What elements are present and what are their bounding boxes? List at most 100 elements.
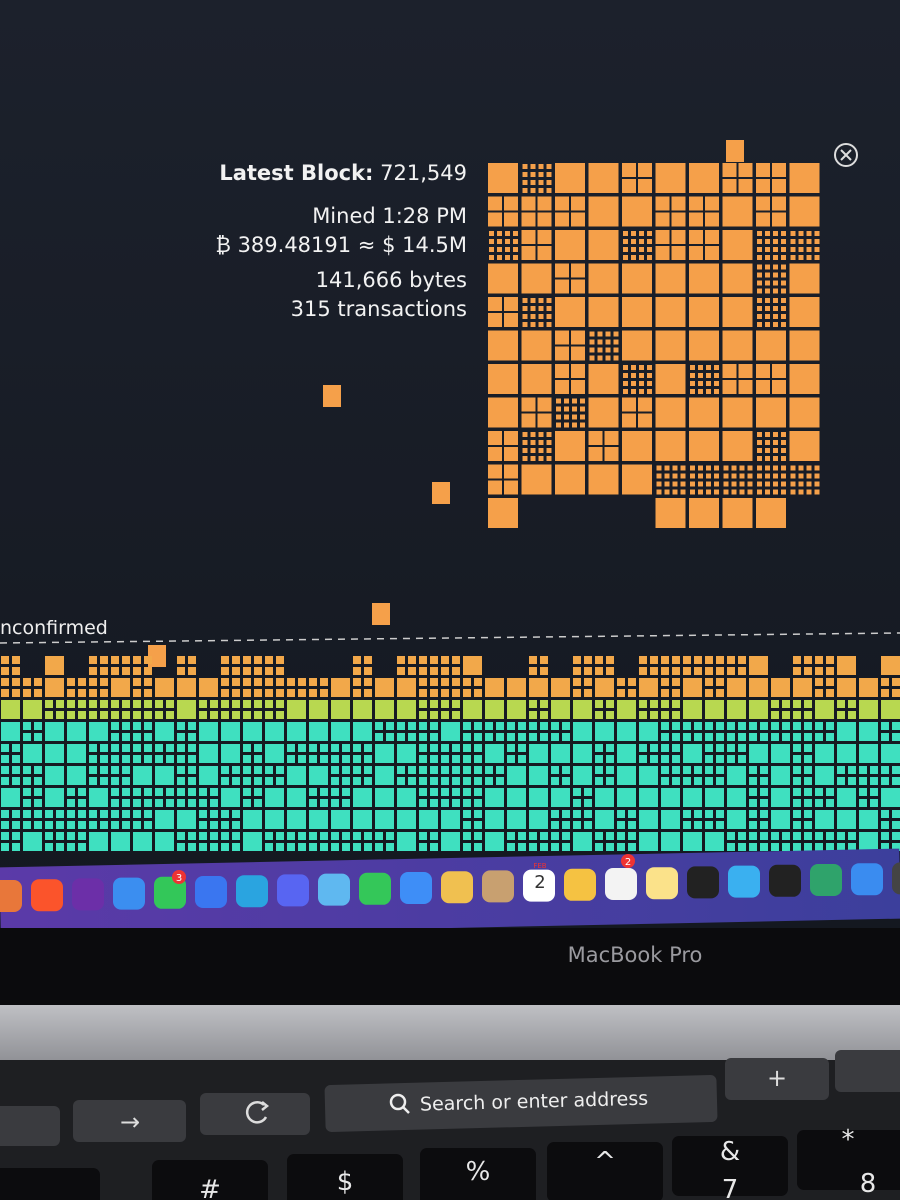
mempool-tx [617,843,625,851]
reload-button[interactable] [200,1093,310,1135]
search-field[interactable] [324,1075,718,1132]
mempool-tx [595,788,614,807]
tx-square [488,464,502,479]
key[interactable] [0,1168,100,1200]
search-icon [389,1093,407,1111]
mempool-tx [793,799,801,807]
mempool-tx [298,689,306,697]
tx-square [546,188,552,193]
forward-button[interactable] [73,1100,186,1142]
mempool-tx [364,678,372,686]
mempool-tx [617,722,636,741]
dock-icon[interactable] [441,871,473,904]
mempool-tx [584,689,592,697]
mempool-tx [518,832,526,840]
tx-square [731,489,737,495]
mempool-tx [309,799,317,807]
dock-icon[interactable] [400,872,432,904]
dock-icon[interactable] [0,880,22,912]
mempool-tx [760,821,768,829]
close-button[interactable] [834,143,858,167]
mempool-tx [298,755,306,763]
mempool-tx [529,788,548,807]
dock-icon[interactable] [359,872,391,905]
tx-square [522,456,528,461]
dock-icon[interactable] [31,879,63,912]
tx-square [689,498,719,528]
mempool-tx [177,766,185,774]
tx-square [765,306,770,311]
mempool-tx [177,810,196,829]
dock-icon[interactable] [728,865,760,898]
dock-icon[interactable] [687,866,719,899]
mempool-tx [760,722,768,730]
mempool-tx [661,744,669,752]
key[interactable] [287,1154,403,1200]
dock-icon[interactable] [810,864,842,896]
mempool-tx [100,744,108,752]
mempool-tx [309,689,317,697]
mempool-tx [705,832,724,851]
mempool-tx [12,656,20,664]
tx-square [781,322,786,327]
mempool-tx [177,788,185,796]
dock-icon[interactable] [769,864,801,897]
dock-icon[interactable] [236,875,268,908]
dock-icon[interactable] [851,863,883,896]
tx-square [631,373,636,378]
mempool-tx [364,656,372,664]
mempool-tx [243,700,251,708]
mempool-tx [584,799,592,807]
mempool-tx [397,832,416,851]
mempool-tx [430,722,438,730]
tx-square [488,212,502,227]
tx-square [488,313,502,327]
dock-icon[interactable] [318,873,350,906]
tx-square [798,255,804,260]
key[interactable] [672,1136,788,1196]
key[interactable] [797,1130,900,1190]
tx-square [613,331,619,337]
back-button[interactable] [0,1106,60,1146]
tx-square [631,239,636,244]
mempool-tx [474,744,482,752]
dock-icon[interactable] [892,862,900,895]
mempool-tx [661,656,669,664]
tx-square [571,263,585,278]
dock-icon[interactable] [277,874,309,907]
mempool-tx [276,656,284,664]
mempool-tx [837,832,845,840]
tx-square [773,255,778,260]
mempool-tx [650,656,658,664]
key[interactable] [547,1142,663,1200]
key[interactable] [152,1160,268,1200]
mempool-tx [122,788,130,796]
dock-icon[interactable] [195,876,227,908]
mempool-tx [529,678,548,697]
dock-icon[interactable] [646,867,678,900]
mempool-tx [375,700,394,719]
dock-icon[interactable] [113,877,145,910]
mempool-tx [738,733,746,741]
mempool-tx [793,722,801,730]
key[interactable] [420,1148,536,1200]
tx-square [571,196,585,211]
mempool-tx [419,700,427,708]
mempool-tx [540,656,548,664]
dock-icon[interactable] [564,868,596,901]
share-button[interactable] [835,1050,900,1092]
mempool-tx [45,656,64,675]
mempool-tx [606,755,614,763]
mempool-tx [342,799,350,807]
dock-icon[interactable] [154,876,186,909]
dock-icon[interactable] [482,870,514,903]
dock-icon[interactable] [605,868,637,900]
block-value: ₿ 389.48191 ≈ $ 14.5M [215,233,467,257]
dock-icon[interactable] [72,878,104,911]
dock-icon[interactable] [523,869,555,902]
mempool-tx [804,843,812,851]
mempool-tx [562,733,570,741]
tx-square [814,247,820,252]
new-tab-button[interactable] [725,1058,829,1100]
tx-square [546,432,552,437]
